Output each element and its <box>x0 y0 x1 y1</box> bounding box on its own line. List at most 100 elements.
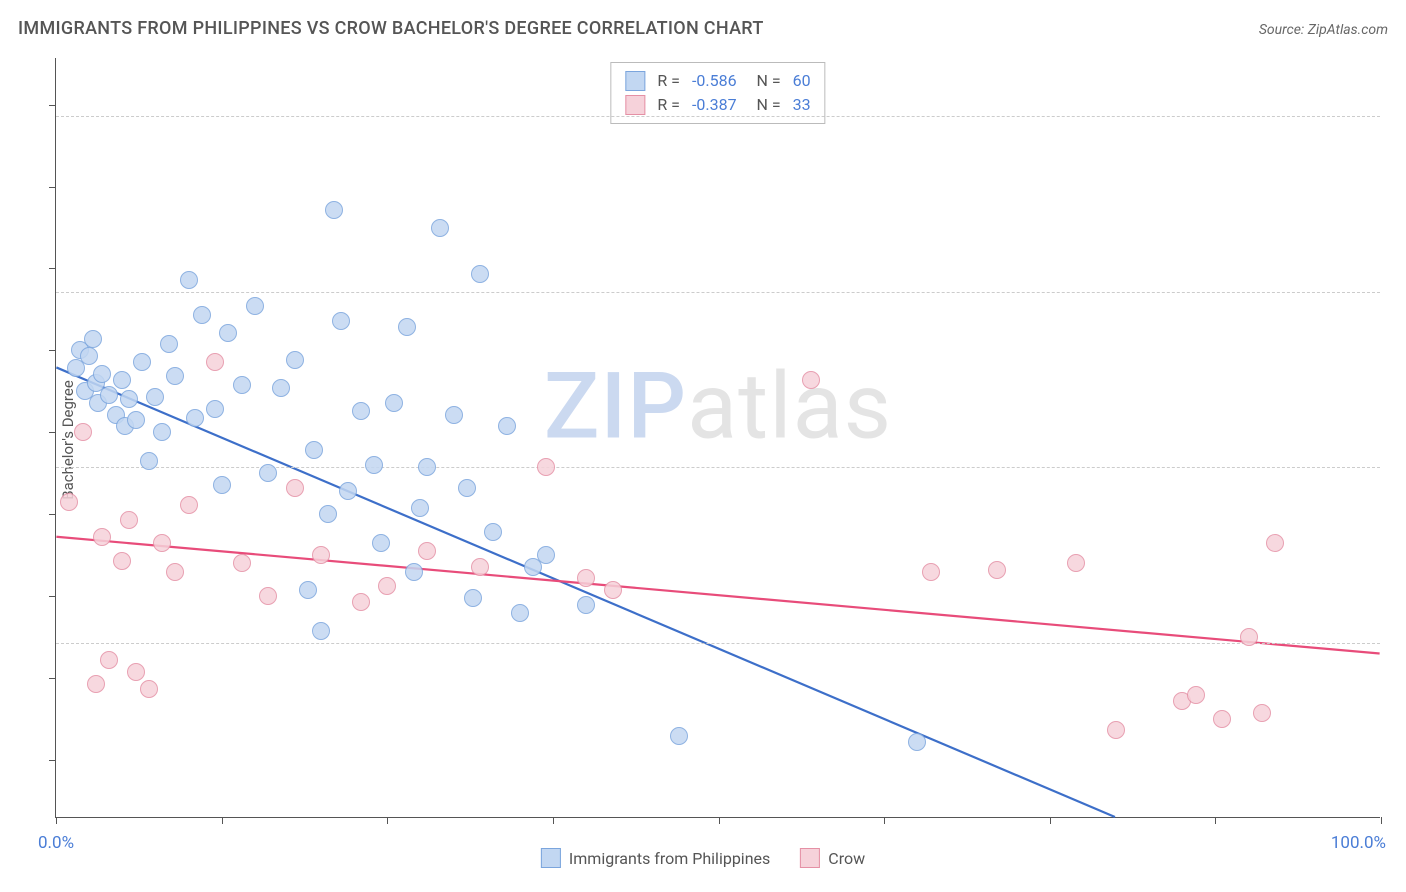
scatter-point <box>411 499 429 517</box>
scatter-point <box>120 390 138 408</box>
scatter-point <box>286 479 304 497</box>
scatter-point <box>418 542 436 560</box>
scatter-point <box>180 271 198 289</box>
scatter-point <box>259 587 277 605</box>
scatter-point <box>319 505 337 523</box>
legend-r-value: -0.586 <box>692 69 737 93</box>
scatter-point <box>100 386 118 404</box>
scatter-point <box>372 534 390 552</box>
scatter-point <box>445 406 463 424</box>
scatter-point <box>471 558 489 576</box>
y-tick-mark <box>49 514 56 515</box>
scatter-point <box>352 402 370 420</box>
scatter-point <box>458 479 476 497</box>
scatter-point <box>87 675 105 693</box>
x-tick-mark <box>222 817 223 824</box>
scatter-point <box>233 376 251 394</box>
y-tick-label: 15.0% <box>1390 633 1406 653</box>
scatter-point <box>577 569 595 587</box>
trend-line <box>56 367 1115 817</box>
x-tick-mark <box>1050 817 1051 824</box>
scatter-point <box>180 496 198 514</box>
x-tick-mark <box>56 817 57 824</box>
scatter-point <box>74 423 92 441</box>
scatter-point <box>537 458 555 476</box>
scatter-point <box>378 577 396 595</box>
legend-r-label: R = <box>657 69 680 93</box>
scatter-point <box>299 581 317 599</box>
scatter-point <box>431 219 449 237</box>
series-legend: Immigrants from Philippines Crow <box>541 848 865 868</box>
scatter-point <box>1187 686 1205 704</box>
x-tick-mark <box>884 817 885 824</box>
y-tick-mark <box>49 187 56 188</box>
scatter-point <box>127 411 145 429</box>
scatter-point <box>93 528 111 546</box>
legend-row: R = -0.387 N = 33 <box>625 93 810 117</box>
x-tick-mark <box>1215 817 1216 824</box>
scatter-point <box>339 482 357 500</box>
legend-r-label: R = <box>657 93 680 117</box>
y-tick-mark <box>49 432 56 433</box>
x-axis-max-label: 100.0% <box>1331 833 1386 853</box>
scatter-point <box>1253 704 1271 722</box>
x-axis-min-label: 0.0% <box>38 833 74 853</box>
legend-n-value: 33 <box>793 93 811 117</box>
scatter-point <box>511 604 529 622</box>
scatter-point <box>80 347 98 365</box>
legend-label: Crow <box>828 849 865 868</box>
scatter-point <box>166 367 184 385</box>
scatter-point <box>498 417 516 435</box>
scatter-point <box>418 458 436 476</box>
y-tick-mark <box>49 350 56 351</box>
legend-n-value: 60 <box>793 69 811 93</box>
scatter-point <box>100 651 118 669</box>
scatter-point <box>127 663 145 681</box>
x-tick-mark <box>387 817 388 824</box>
scatter-point <box>113 371 131 389</box>
gridline <box>56 116 1380 117</box>
scatter-point <box>305 441 323 459</box>
scatter-point <box>193 306 211 324</box>
scatter-point <box>213 476 231 494</box>
scatter-point <box>670 727 688 745</box>
scatter-point <box>537 546 555 564</box>
scatter-point <box>1067 554 1085 572</box>
gridline <box>56 292 1380 293</box>
scatter-point <box>246 297 264 315</box>
trend-line <box>56 537 1379 654</box>
scatter-point <box>153 423 171 441</box>
y-tick-mark <box>49 268 56 269</box>
scatter-point <box>604 581 622 599</box>
scatter-point <box>146 388 164 406</box>
scatter-point <box>233 554 251 572</box>
scatter-point <box>1213 710 1231 728</box>
chart-title: IMMIGRANTS FROM PHILIPPINES VS CROW BACH… <box>18 18 764 39</box>
y-tick-label: 30.0% <box>1390 457 1406 477</box>
scatter-point <box>286 351 304 369</box>
x-tick-mark <box>1381 817 1382 824</box>
scatter-point <box>140 452 158 470</box>
legend-swatch <box>541 848 561 868</box>
legend-swatch <box>800 848 820 868</box>
scatter-point <box>908 733 926 751</box>
scatter-point <box>206 353 224 371</box>
scatter-point <box>1107 721 1125 739</box>
scatter-point <box>312 622 330 640</box>
scatter-point <box>206 400 224 418</box>
scatter-point <box>922 563 940 581</box>
scatter-point <box>988 561 1006 579</box>
scatter-point <box>405 563 423 581</box>
legend-item: Immigrants from Philippines <box>541 848 770 868</box>
scatter-point <box>186 409 204 427</box>
legend-label: Immigrants from Philippines <box>569 849 770 868</box>
legend-n-label: N = <box>749 93 781 117</box>
scatter-point <box>84 330 102 348</box>
scatter-point <box>312 546 330 564</box>
scatter-point <box>398 318 416 336</box>
scatter-point <box>332 312 350 330</box>
scatter-point <box>160 335 178 353</box>
scatter-point <box>120 511 138 529</box>
scatter-point <box>272 379 290 397</box>
y-tick-mark <box>49 760 56 761</box>
